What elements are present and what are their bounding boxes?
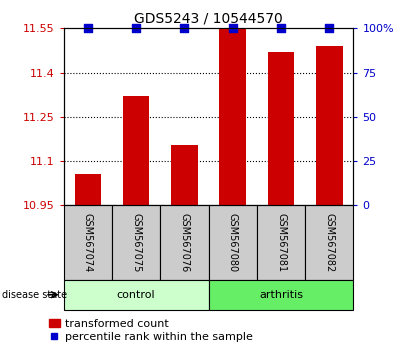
Text: GSM567080: GSM567080	[228, 213, 238, 272]
Bar	[74, 175, 101, 205]
Bar	[316, 46, 343, 205]
Bar	[112, 205, 160, 280]
Point	[181, 25, 188, 31]
Bar	[160, 205, 209, 280]
Bar	[64, 280, 208, 310]
Text: GSM567076: GSM567076	[180, 213, 189, 272]
Title: GDS5243 / 10544570: GDS5243 / 10544570	[134, 12, 283, 26]
Text: arthritis: arthritis	[259, 290, 303, 300]
Bar	[171, 145, 198, 205]
Text: control: control	[117, 290, 155, 300]
Bar	[209, 280, 353, 310]
Point	[133, 25, 139, 31]
Text: GSM567082: GSM567082	[324, 213, 334, 272]
Point	[278, 25, 284, 31]
Bar	[209, 205, 257, 280]
Bar	[257, 205, 305, 280]
Bar	[219, 27, 246, 205]
Point	[326, 25, 332, 31]
Bar	[123, 96, 150, 205]
Bar	[64, 205, 112, 280]
Point	[85, 25, 91, 31]
Text: GSM567081: GSM567081	[276, 213, 286, 272]
Legend: transformed count, percentile rank within the sample: transformed count, percentile rank withi…	[49, 319, 253, 342]
Point	[229, 25, 236, 31]
Bar	[268, 52, 294, 205]
Text: disease state: disease state	[2, 290, 67, 300]
Text: GSM567074: GSM567074	[83, 213, 93, 272]
Bar	[305, 205, 353, 280]
Text: GSM567075: GSM567075	[131, 213, 141, 272]
